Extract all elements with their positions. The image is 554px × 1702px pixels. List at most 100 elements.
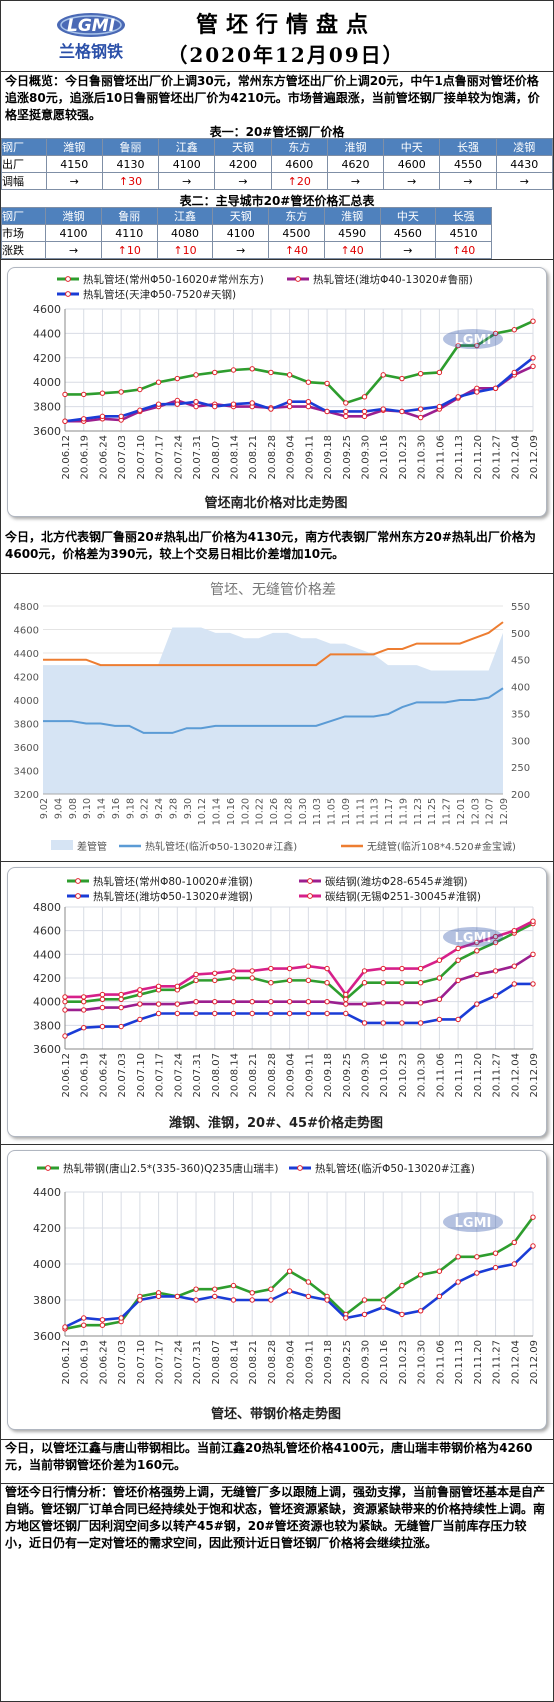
data-point xyxy=(230,1282,237,1289)
y-tick-label: 4600 xyxy=(33,303,61,316)
table2-cell: 4100 xyxy=(212,224,270,242)
data-point xyxy=(417,370,424,377)
data-point xyxy=(249,1290,255,1296)
table2-cell: ↑10 xyxy=(156,241,214,259)
x-tick-label: 20.09.04 xyxy=(286,435,297,480)
data-point xyxy=(436,403,443,410)
data-point xyxy=(155,983,162,989)
x-tick-label: 12.03 xyxy=(470,798,481,825)
data-point xyxy=(380,406,386,412)
chart3-panel: 3600 3800 4000 4200 4400 4600 4800 20.06.12 20.0… xyxy=(1,861,553,1142)
data-point xyxy=(361,394,368,400)
legend-marker xyxy=(65,276,71,282)
legend-swatch xyxy=(51,840,73,850)
data-point xyxy=(62,994,68,1000)
data-point xyxy=(174,1010,181,1017)
data-point xyxy=(81,1025,87,1031)
data-point xyxy=(324,998,330,1005)
data-point xyxy=(361,968,368,974)
legend-label: 热轧管坯(临沂Φ50-13020#江鑫) xyxy=(145,840,297,853)
chart-title: 潍钢、淮钢，20#、45#价格走势图 xyxy=(169,1115,383,1131)
data-point xyxy=(343,400,349,406)
table2-row-changes: 涨跌 → ↑10 ↑10 → ↑40 ↑40 → ↑40 xyxy=(0,241,492,259)
table1-cell: → xyxy=(45,172,103,190)
x-tick-label: 20.06.19 xyxy=(80,1053,91,1098)
data-point xyxy=(286,372,293,378)
y-tick-label: 3600 xyxy=(33,1330,61,1343)
x-tick-label: 20.11.13 xyxy=(454,435,465,480)
chart2-svg: 管坯、无缝管价格差 3200 3400 3600 3800 4000 4200 4400 460… xyxy=(14,582,531,853)
table2-cell: 4560 xyxy=(379,224,437,242)
y-tick-label: 4200 xyxy=(33,972,61,985)
x-tick-label: 10.22 xyxy=(255,798,266,825)
table2-cell: 4110 xyxy=(100,224,158,242)
x-tick-label: 20.06.12 xyxy=(61,1053,72,1098)
data-point xyxy=(268,965,274,972)
data-point xyxy=(193,998,199,1005)
data-point xyxy=(268,406,274,412)
x-tick-label: 20.07.03 xyxy=(117,435,128,480)
data-point xyxy=(155,1010,162,1017)
data-point xyxy=(474,389,480,395)
data-point xyxy=(380,965,386,972)
data-point xyxy=(62,391,68,398)
legend-label: 碳结钢(潍坊Φ28-6545#潍钢) xyxy=(325,875,468,888)
table1-cell: 东方 xyxy=(270,138,328,156)
data-point xyxy=(399,965,405,972)
table2-row-prices: 市场 4100 4110 4080 4100 4500 4590 4560 4510 xyxy=(0,224,492,242)
chart-plot-area: 3600 3800 4000 4200 4400 4600 4800 20.06.12 20.0… xyxy=(33,901,540,1098)
table1-cell: 4620 xyxy=(326,155,385,173)
x-tick-label: 20.08.14 xyxy=(229,1053,240,1098)
table1-cell: 4130 xyxy=(101,155,160,173)
data-point xyxy=(193,1297,199,1303)
y-left-tick-label: 4200 xyxy=(14,673,39,684)
chart1-svg: 3600 3800 4000 4200 4400 4600 20.06.12 20.06.19… xyxy=(33,273,540,511)
price-gap-text: 今日，北方代表钢厂鲁丽20#热轧出厂价格为4130元，南方代表钢厂常州东方20#… xyxy=(5,530,536,561)
data-point xyxy=(417,406,424,412)
watermark-text: LGMI xyxy=(455,931,492,946)
data-point xyxy=(530,918,536,924)
data-point xyxy=(118,389,124,395)
x-tick-label: 20.11.06 xyxy=(435,435,446,480)
data-point xyxy=(380,372,386,378)
table2-cell: 鲁丽 xyxy=(100,207,158,225)
data-point xyxy=(530,1243,536,1249)
x-tick-label: 20.10.23 xyxy=(398,1053,409,1098)
table1-row-changes: 调幅 → ↑30 → → ↑20 → → → → xyxy=(1,172,554,190)
data-point xyxy=(249,1010,255,1017)
x-tick-label: 20.07.24 xyxy=(173,1053,184,1098)
legend-marker xyxy=(45,1165,51,1171)
data-point xyxy=(417,1308,424,1314)
x-tick-label: 20.10.16 xyxy=(379,1340,390,1385)
y-tick-label: 4400 xyxy=(33,327,61,340)
data-point xyxy=(436,369,443,376)
x-tick-label: 20.11.13 xyxy=(454,1053,465,1098)
data-point xyxy=(155,379,162,385)
x-tick-label: 20.10.23 xyxy=(398,435,409,480)
data-point xyxy=(417,965,424,972)
data-point xyxy=(511,369,517,376)
table1-cell: → xyxy=(158,172,216,190)
x-tick-label: 10.12 xyxy=(197,798,208,825)
table1-cell: 4430 xyxy=(495,155,554,173)
chart3-svg: 3600 3800 4000 4200 4400 4600 4800 20.06.12 20.0… xyxy=(33,875,540,1131)
data-point xyxy=(380,1304,386,1310)
x-tick-label: 20.06.24 xyxy=(98,1340,109,1385)
table2-cell: ↑40 xyxy=(268,241,325,259)
data-point xyxy=(99,390,106,396)
data-point xyxy=(268,998,274,1005)
x-tick-label: 20.12.09 xyxy=(529,1340,540,1385)
data-point xyxy=(343,413,349,420)
table1-row-label: 调幅 xyxy=(1,172,47,190)
data-point xyxy=(380,1297,386,1303)
data-point xyxy=(137,1016,143,1023)
lgmi-logo: LGMI 兰格钢铁 xyxy=(57,13,125,61)
data-point xyxy=(81,1007,87,1013)
data-point xyxy=(399,408,405,415)
x-tick-label: 11.05 xyxy=(327,798,338,825)
data-point xyxy=(118,991,124,998)
data-point xyxy=(361,1001,368,1007)
x-tick-label: 20.10.23 xyxy=(398,1340,409,1385)
x-tick-label: 20.09.04 xyxy=(286,1340,297,1385)
data-point xyxy=(305,963,312,969)
